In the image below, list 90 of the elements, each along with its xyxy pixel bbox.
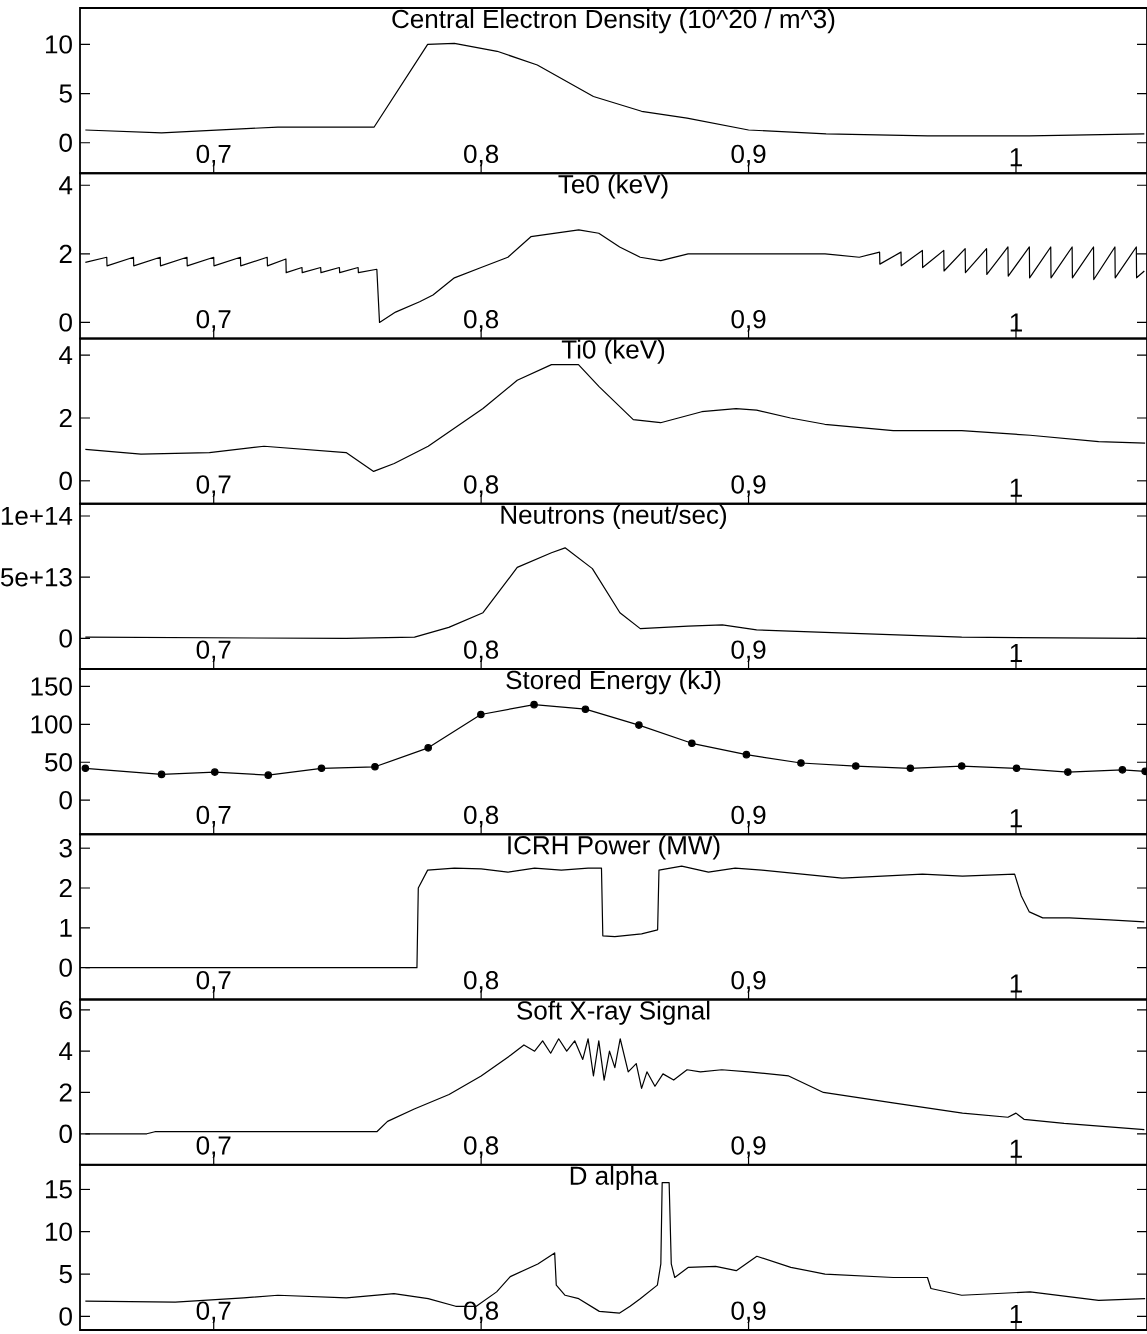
- point: [1012, 764, 1021, 773]
- x-tick-label: 0,7: [196, 1136, 231, 1158]
- x-tick-label: 0,7: [196, 970, 231, 993]
- y-tick-label: 4: [59, 176, 73, 195]
- point: [742, 750, 751, 759]
- x-tick-label: 1: [1010, 478, 1022, 497]
- x-tick-label: 0,8: [464, 309, 499, 332]
- y-tick-label: 0: [59, 958, 72, 977]
- line-series: [84, 42, 1145, 137]
- x-tick-label: 0,9: [731, 970, 766, 993]
- point: [581, 705, 590, 713]
- y-tick-label: 3: [59, 838, 72, 858]
- y-tick-label: 0: [59, 313, 72, 332]
- x-tick-label: 0,9: [731, 1136, 766, 1158]
- x-tick-label: 0,8: [464, 970, 499, 993]
- point: [264, 771, 273, 779]
- x-tick-label: 1: [1010, 809, 1022, 828]
- y-tick-label: 6: [59, 1000, 72, 1020]
- x-tick-label: 1: [1010, 644, 1022, 662]
- y-tick-label: 2: [59, 408, 72, 428]
- y-tick-label: 0: [59, 133, 72, 152]
- x-tick-label: 0,7: [196, 1301, 231, 1323]
- y-tick-label: 0: [59, 629, 72, 648]
- point: [851, 762, 860, 770]
- y-tick-label: 100: [31, 715, 72, 734]
- point: [371, 763, 379, 771]
- y-tick-label: 0: [59, 1307, 72, 1326]
- x-tick-label: 0,9: [731, 144, 766, 167]
- point: [424, 744, 432, 752]
- chart-title: Stored Energy (kJ): [506, 670, 721, 695]
- y-tick-label: 2: [59, 1083, 72, 1102]
- x-tick-label: 0,7: [196, 309, 231, 332]
- x-tick-label: 0,9: [731, 1301, 766, 1323]
- y-tick-label: 5e+13: [0, 567, 72, 587]
- y-tick-label: 0: [59, 471, 72, 491]
- point: [1064, 768, 1072, 776]
- x-tick-label: 0,9: [731, 640, 766, 662]
- x-tick-label: 0,8: [464, 1136, 499, 1158]
- y-tick-label: 10: [45, 35, 72, 54]
- x-tick-label: 0,9: [731, 805, 766, 828]
- point: [157, 770, 166, 779]
- point: [797, 759, 805, 767]
- line-series: [84, 363, 1146, 473]
- chart-title: Te0 (keV): [558, 174, 668, 199]
- y-tick-label: 50: [45, 753, 72, 772]
- x-tick-label: 0,8: [464, 805, 499, 828]
- chart-title: Ti0 (keV): [561, 339, 665, 364]
- point: [210, 768, 219, 776]
- x-tick-label: 0,9: [731, 475, 766, 497]
- x-tick-label: 0,8: [464, 475, 499, 497]
- point: [81, 764, 90, 773]
- y-tick-label: 5: [59, 84, 72, 103]
- point: [635, 721, 643, 729]
- y-tick-label: 0: [59, 1124, 72, 1143]
- x-tick-label: 1: [1010, 974, 1022, 993]
- x-tick-label: 1: [1010, 313, 1022, 332]
- x-tick-label: 0,8: [464, 1301, 499, 1323]
- point: [1118, 766, 1127, 774]
- y-tick-label: 4: [59, 346, 73, 365]
- x-tick-label: 1: [1010, 1139, 1022, 1158]
- chart-title: Soft X-ray Signal: [517, 1000, 710, 1025]
- point: [317, 764, 326, 773]
- y-tick-label: 150: [31, 677, 72, 696]
- chart-title: Central Electron Density (10^20 / m^3): [392, 9, 835, 34]
- x-tick-label: 0,7: [196, 640, 231, 662]
- y-tick-label: 4: [59, 1042, 73, 1061]
- x-tick-label: 0,7: [196, 475, 231, 497]
- chart-title: D alpha: [570, 1165, 659, 1191]
- chart-title: ICRH Power (MW): [508, 835, 720, 860]
- point: [688, 739, 696, 748]
- x-tick-label: 0,9: [731, 309, 766, 332]
- x-tick-label: 0,8: [464, 144, 499, 167]
- y-tick-label: 2: [59, 878, 72, 898]
- x-tick-label: 1: [1010, 1305, 1022, 1323]
- point: [477, 710, 485, 719]
- y-tick-label: 1e+14: [1, 506, 73, 526]
- point: [957, 762, 966, 770]
- point: [530, 700, 538, 709]
- y-tick-label: 15: [45, 1180, 72, 1199]
- y-tick-label: 10: [45, 1222, 72, 1241]
- y-tick-label: 1: [60, 918, 72, 937]
- point: [906, 764, 915, 773]
- x-tick-label: 0,7: [196, 805, 231, 828]
- x-tick-label: 1: [1010, 148, 1022, 167]
- y-tick-label: 2: [59, 244, 72, 263]
- y-tick-label: 0: [59, 790, 72, 810]
- y-tick-label: 5: [59, 1265, 72, 1284]
- x-tick-label: 0,8: [464, 640, 499, 662]
- chart-title: Neutrons (neut/sec): [501, 504, 727, 530]
- x-tick-label: 0,7: [196, 144, 231, 167]
